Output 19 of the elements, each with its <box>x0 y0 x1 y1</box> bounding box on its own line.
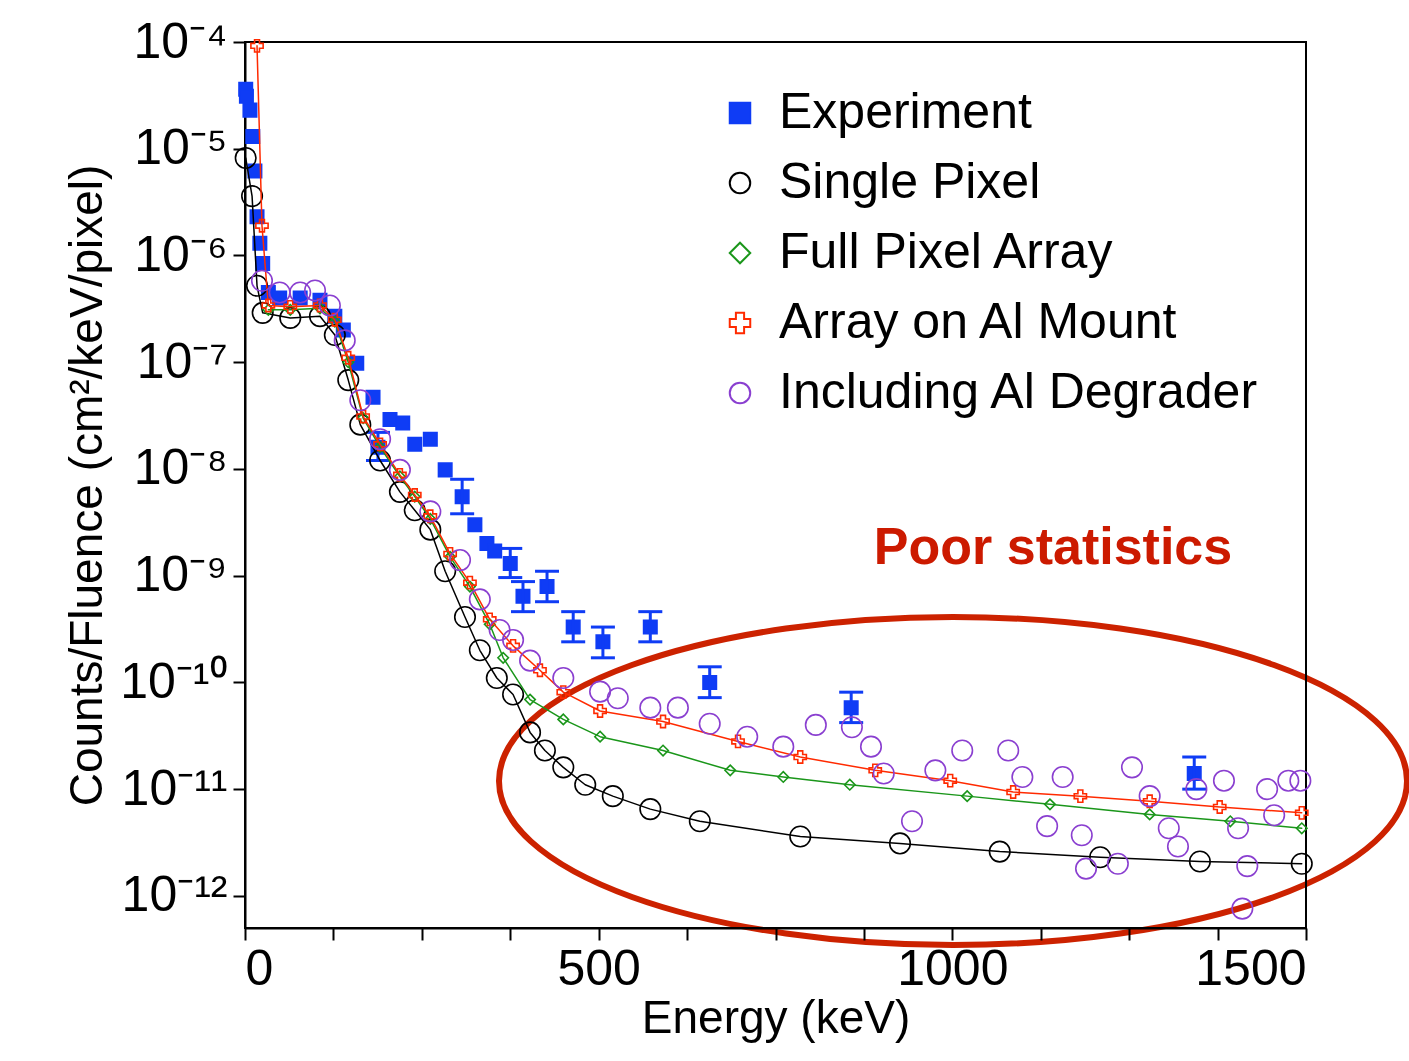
y-tick-label: 10⁻⁴ <box>133 12 228 69</box>
x-tick-label: 1500 <box>1195 939 1307 996</box>
y-tick-label: 10⁻¹¹ <box>121 759 228 816</box>
y-tick-label: 10⁻¹² <box>121 866 228 923</box>
legend-label: Including Al Degrader <box>779 363 1258 419</box>
y-tick-label: 10⁻⁹ <box>133 546 228 603</box>
y-axis-title: Counts/Fluence (cm²/keV/pixel) <box>60 164 113 807</box>
x-tick-label: 500 <box>557 939 641 996</box>
y-tick-label: 10⁻⁸ <box>133 439 228 496</box>
y-tick-label: 10⁻⁵ <box>134 119 228 176</box>
legend-label: Experiment <box>779 83 1032 139</box>
legend-label: Single Pixel <box>779 153 1041 209</box>
annotation: Poor statistics <box>873 517 1233 575</box>
x-tick-label: 0 <box>245 939 274 996</box>
y-tick-label: 10⁻⁷ <box>136 332 228 389</box>
y-tick-label: 10⁻⁶ <box>134 225 228 282</box>
legend-label: Array on Al Mount <box>779 293 1177 349</box>
y-tick-label: 10⁻¹⁰ <box>120 652 228 709</box>
legend-label: Full Pixel Array <box>779 223 1113 279</box>
